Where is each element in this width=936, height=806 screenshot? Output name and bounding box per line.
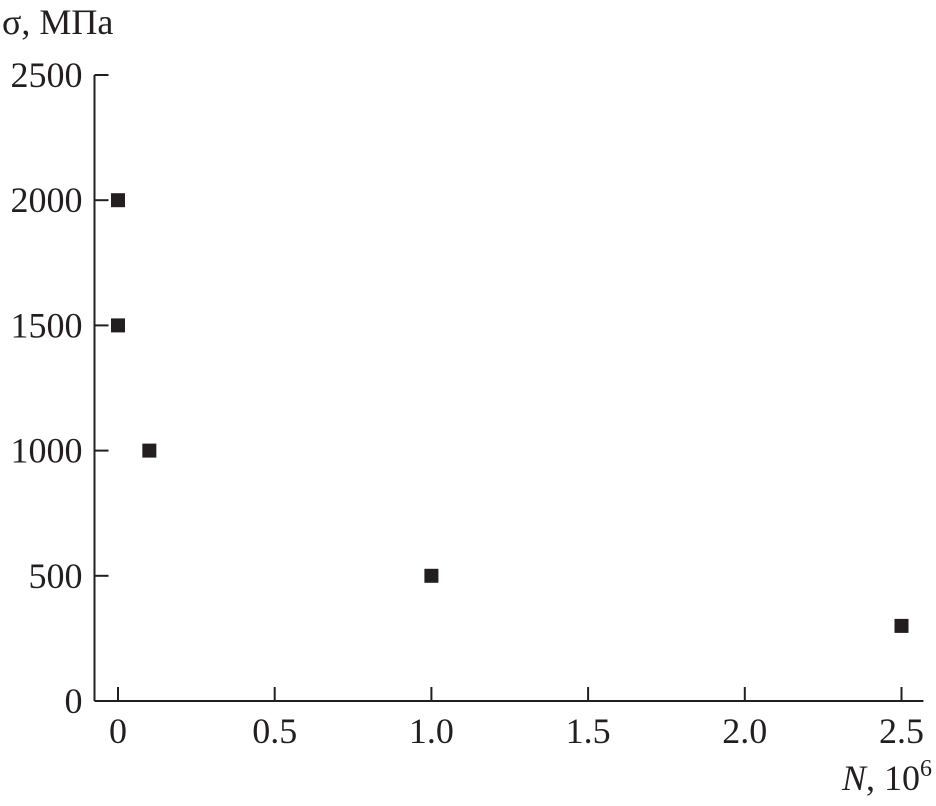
data-point [111,193,125,208]
data-point [894,618,909,633]
y-tick-label: 0 [64,681,82,721]
y-tick-label: 500 [28,556,82,596]
x-tick-label: 2.0 [722,711,767,751]
y-tick-label: 1500 [10,305,82,345]
y-tick-label: 2500 [10,55,82,95]
x-tick-label: 1.5 [566,711,611,751]
y-tick-label: 1000 [10,431,82,471]
data-point [424,568,439,583]
x-tick-label: 0 [109,711,127,751]
y-tick-label: 2000 [10,180,82,220]
data-point [142,443,157,458]
x-tick-label: 1.0 [409,711,454,751]
y-axis-label: σ, МПа [2,2,113,42]
x-tick-label: 0.5 [252,711,297,751]
data-point [111,318,125,333]
x-axis-label: N, 106 [841,756,932,798]
x-tick-label: 2.5 [879,711,924,751]
